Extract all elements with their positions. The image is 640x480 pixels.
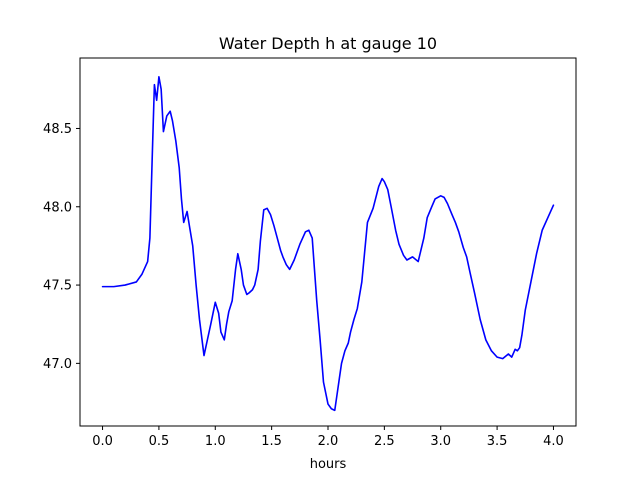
- y-tick-label: 48.0: [43, 200, 72, 215]
- y-axis-ticks: 47.0 47.5 48.0 48.5: [43, 122, 80, 372]
- x-tick-label: 0.5: [149, 434, 170, 449]
- series-line-0: [101, 75, 555, 412]
- y-tick-label: 47.5: [43, 279, 72, 294]
- x-tick-label: 3.5: [487, 434, 508, 449]
- y-tick-label: 47.0: [43, 357, 72, 372]
- chart-title: Water Depth h at gauge 10: [219, 34, 437, 53]
- x-tick-label: 3.0: [430, 434, 451, 449]
- x-tick-label: 1.0: [205, 434, 226, 449]
- x-tick-label: 4.0: [543, 434, 564, 449]
- x-tick-label: 0.0: [92, 434, 113, 449]
- x-tick-label: 2.0: [318, 434, 339, 449]
- x-tick-label: 2.5: [374, 434, 395, 449]
- y-tick-label: 48.5: [43, 122, 72, 137]
- x-axis-label: hours: [310, 457, 347, 472]
- x-axis-ticks: 0.0 0.5 1.0 1.5 2.0 2.5 3.0 3.5 4.0: [92, 426, 564, 449]
- x-tick-label: 1.5: [261, 434, 282, 449]
